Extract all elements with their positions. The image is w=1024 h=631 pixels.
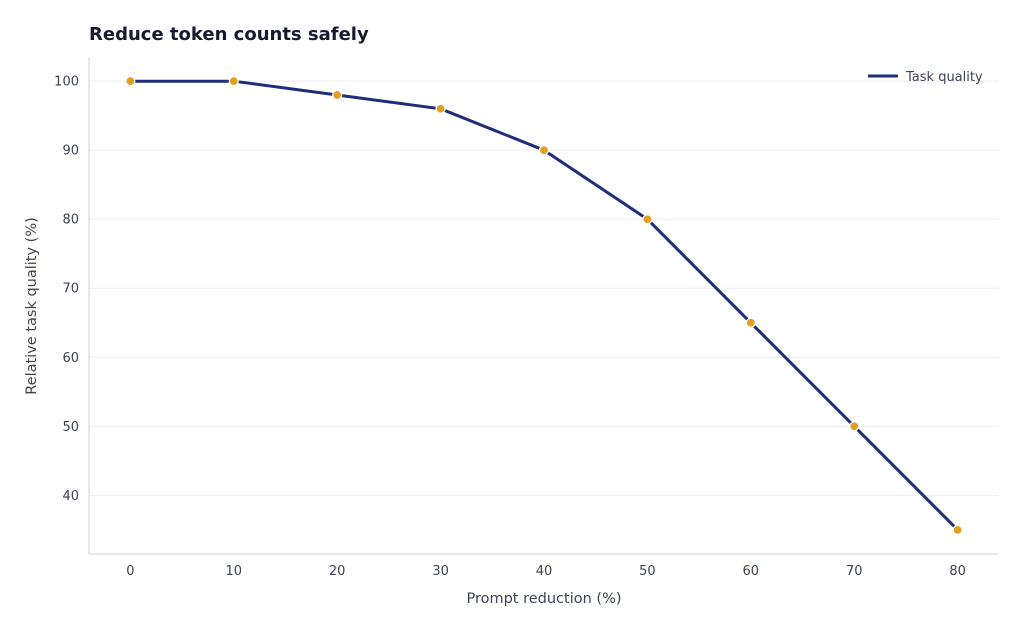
y-tick-label-50: 50 xyxy=(62,420,79,435)
y-tick-label-90: 90 xyxy=(62,144,79,159)
x-tick-label-80: 80 xyxy=(949,564,966,579)
x-axis-ticks: 0 10 20 30 40 50 60 70 80 xyxy=(126,564,966,579)
data-point-70 xyxy=(849,421,860,432)
x-axis-label: Prompt reduction (%) xyxy=(466,591,621,607)
x-tick-label-50: 50 xyxy=(639,564,656,579)
data-point-60 xyxy=(745,317,756,328)
axes xyxy=(88,57,999,555)
data-point-0 xyxy=(125,76,136,87)
y-tick-label-80: 80 xyxy=(62,213,79,228)
data-point-80 xyxy=(952,524,963,535)
legend: Task quality xyxy=(868,70,983,85)
x-tick-label-40: 40 xyxy=(536,564,553,579)
x-tick-label-20: 20 xyxy=(329,564,346,579)
legend-label-task-quality: Task quality xyxy=(905,70,983,85)
chart-title: Reduce token counts safely xyxy=(89,24,369,45)
x-tick-label-10: 10 xyxy=(225,564,242,579)
y-tick-label-70: 70 xyxy=(62,282,79,297)
data-point-10 xyxy=(228,76,239,87)
y-tick-label-100: 100 xyxy=(54,75,79,90)
y-tick-label-40: 40 xyxy=(62,489,79,504)
data-point-20 xyxy=(332,89,343,101)
x-tick-label-60: 60 xyxy=(743,564,760,579)
y-axis-ticks: 40 50 60 70 80 90 100 xyxy=(54,75,79,504)
data-point-50 xyxy=(642,214,653,225)
y-axis-label: Relative task quality (%) xyxy=(24,217,40,395)
data-point-40 xyxy=(538,145,550,156)
y-tick-label-60: 60 xyxy=(62,351,79,366)
x-tick-label-30: 30 xyxy=(432,564,449,579)
x-tick-label-70: 70 xyxy=(846,564,863,579)
x-tick-label-0: 0 xyxy=(126,564,134,579)
series-group xyxy=(125,76,963,535)
data-point-30 xyxy=(435,103,446,114)
